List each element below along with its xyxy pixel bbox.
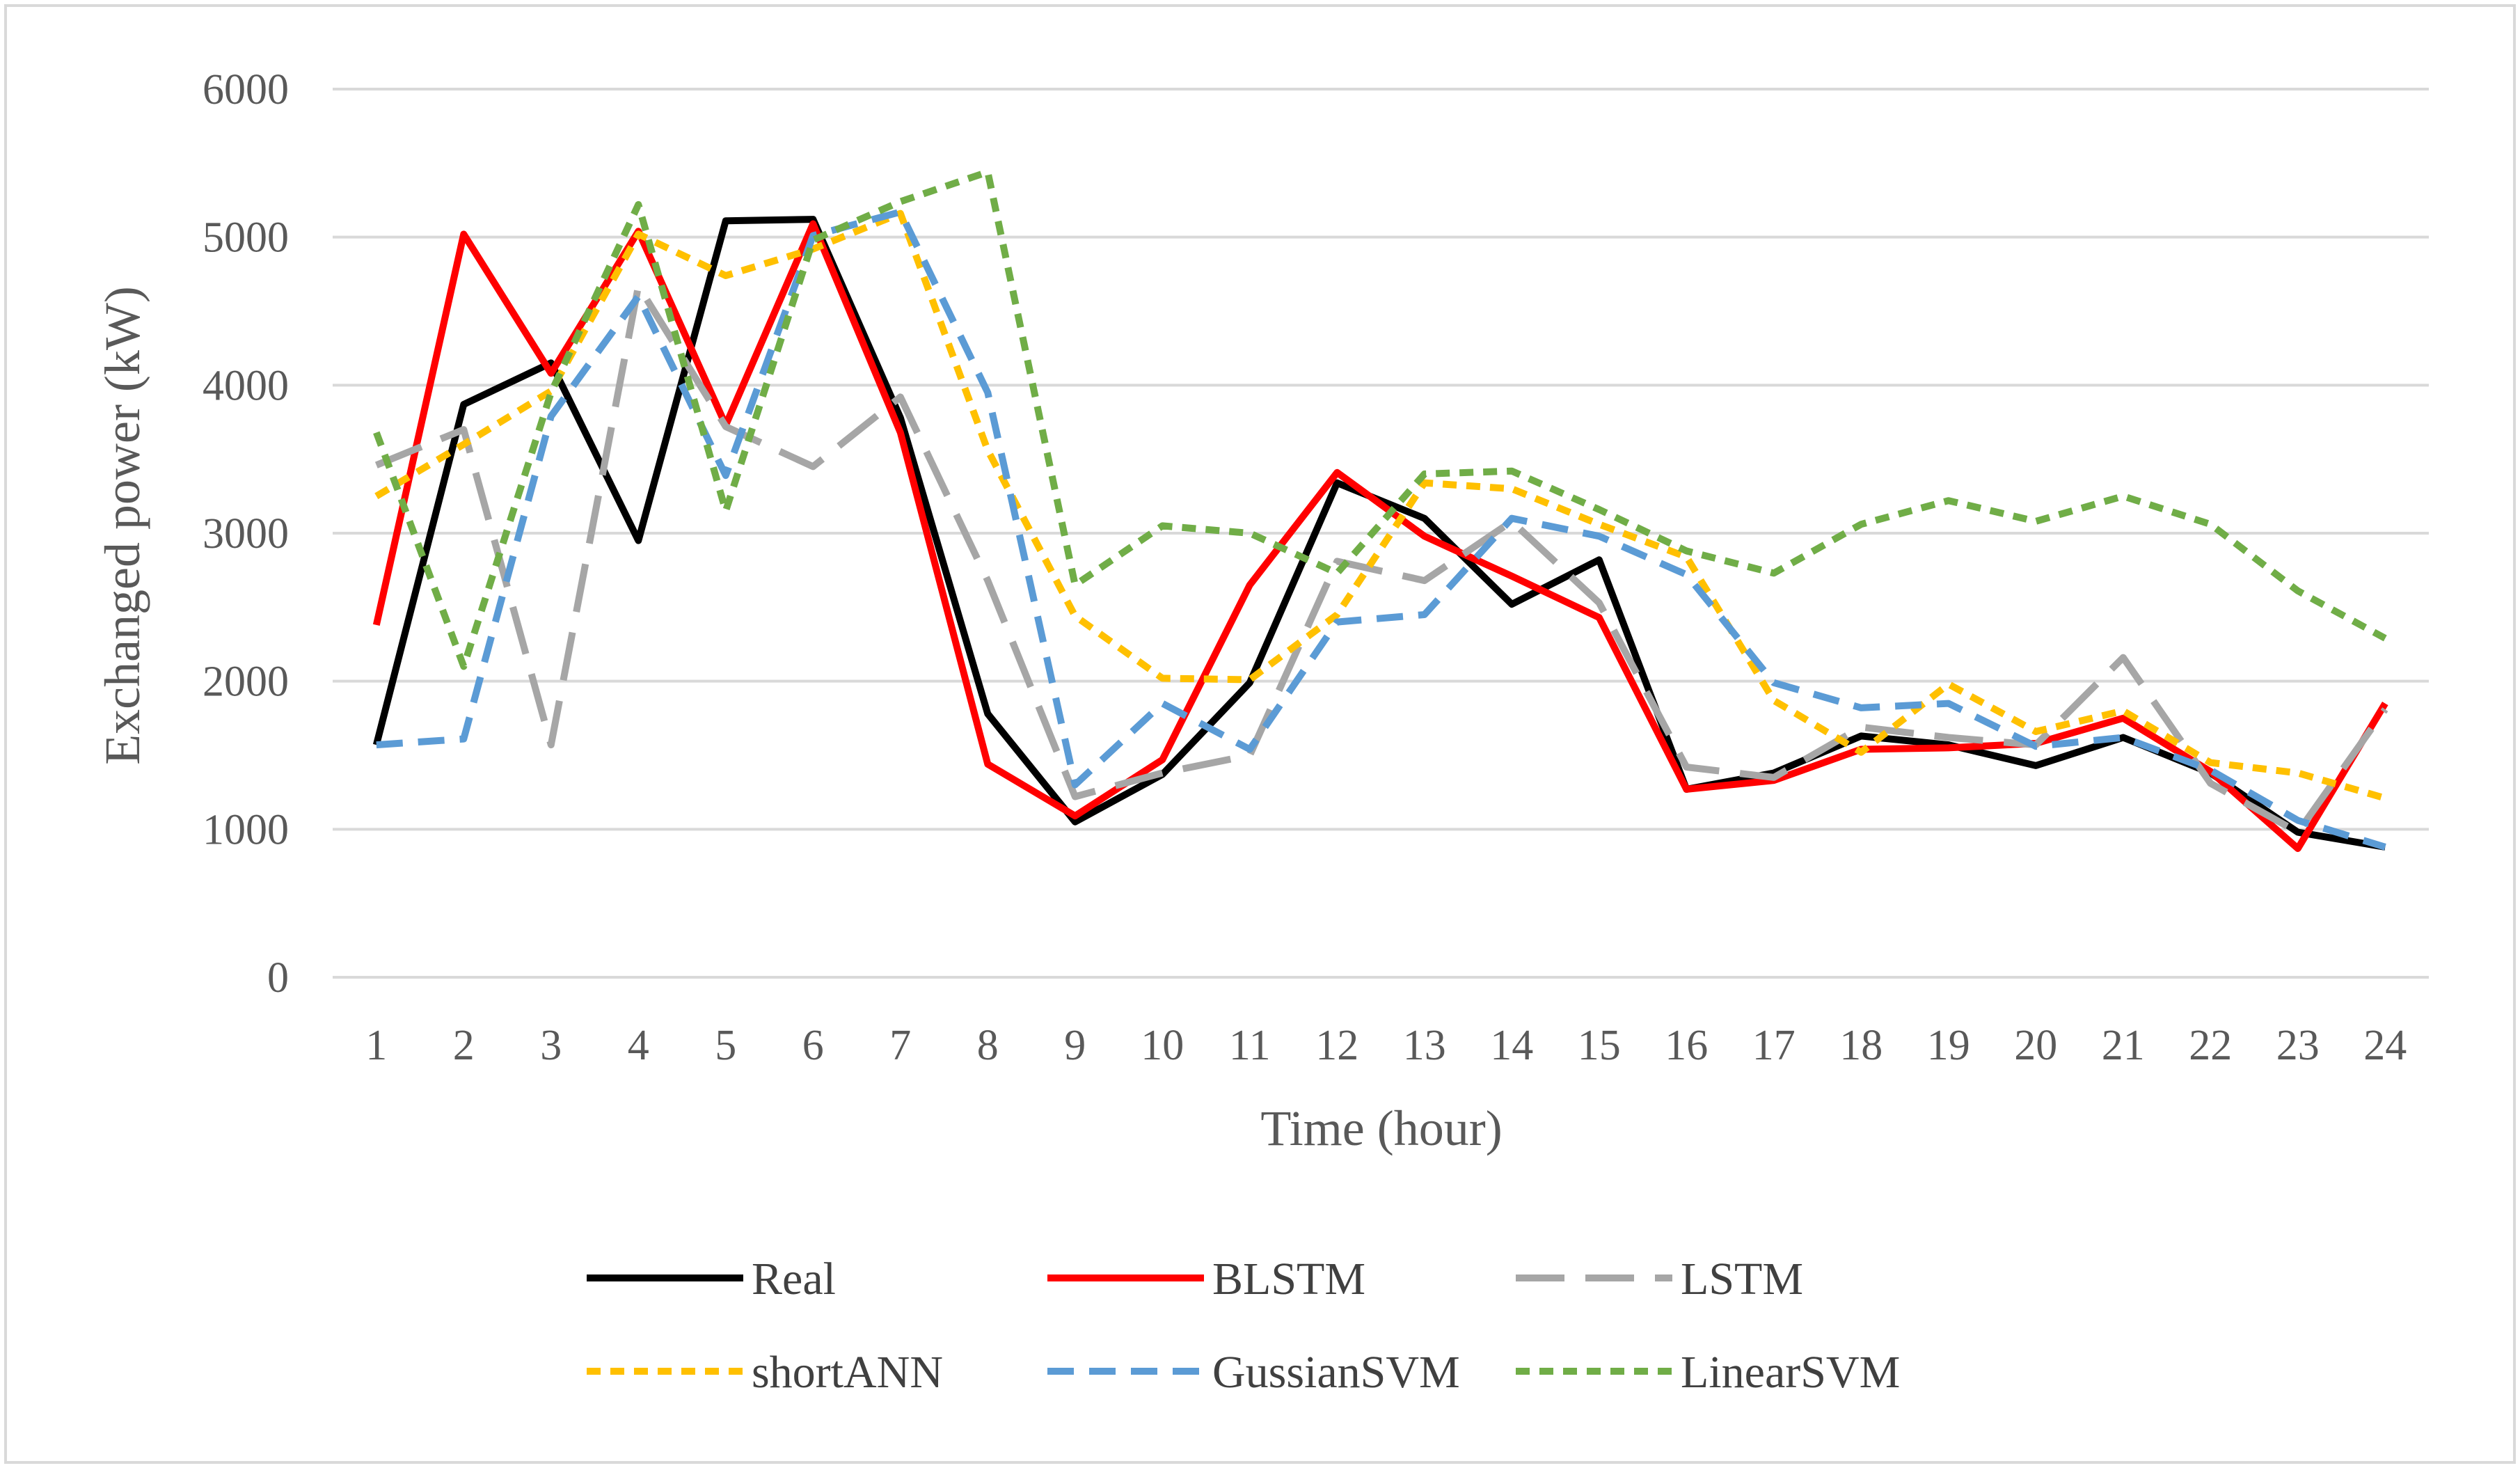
x-tick-labels: 1 2 3 4 5 6 7 8 9 10 11 12 13 14 15 16 17 18 19 20 21 22 23 24 xyxy=(365,1022,2407,1069)
legend-label-lstm: LSTM xyxy=(1681,1254,1803,1304)
x-tick-label: 8 xyxy=(977,1022,999,1069)
legend-label-blstm: BLSTM xyxy=(1212,1254,1365,1304)
x-tick-label: 10 xyxy=(1141,1022,1184,1069)
series-line-blstm xyxy=(372,220,2388,852)
x-tick-label: 18 xyxy=(1839,1022,1883,1069)
y-axis-title: Exchanged power (kW) xyxy=(95,286,150,765)
legend-label-linearsvm: LinearSVM xyxy=(1681,1347,1900,1398)
y-tick-label: 3000 xyxy=(203,510,289,558)
y-tick-label: 4000 xyxy=(203,362,289,409)
series-lines xyxy=(372,168,2388,852)
y-tick-labels: 0 1000 2000 3000 4000 5000 6000 xyxy=(203,66,289,1002)
y-tick-label: 2000 xyxy=(203,658,289,706)
x-tick-label: 21 xyxy=(2102,1022,2145,1069)
legend-label-real: Real xyxy=(752,1254,836,1304)
y-tick-label: 1000 xyxy=(203,806,289,853)
x-tick-label: 22 xyxy=(2189,1022,2232,1069)
series-line-lstm xyxy=(374,282,2388,836)
x-tick-label: 20 xyxy=(2014,1022,2057,1069)
x-tick-label: 4 xyxy=(628,1022,649,1069)
series-line-gussiansvm xyxy=(376,208,2386,851)
x-axis-title: Time (hour) xyxy=(1260,1100,1502,1156)
x-tick-label: 5 xyxy=(715,1022,736,1069)
x-tick-label: 17 xyxy=(1752,1022,1796,1069)
x-tick-label: 9 xyxy=(1064,1022,1086,1069)
legend-label-shortann: shortANN xyxy=(752,1347,943,1398)
legend-label-gussiansvm: GussianSVM xyxy=(1212,1347,1460,1398)
x-tick-label: 6 xyxy=(802,1022,824,1069)
x-tick-label: 14 xyxy=(1490,1022,1533,1069)
legend: Real BLSTM LSTM shortANN GussianSVM LinearSVM xyxy=(587,1254,1900,1398)
x-tick-label: 24 xyxy=(2363,1022,2407,1069)
x-tick-label: 11 xyxy=(1229,1022,1271,1069)
x-tick-label: 1 xyxy=(365,1022,387,1069)
y-tick-label: 6000 xyxy=(203,66,289,113)
x-tick-label: 15 xyxy=(1578,1022,1621,1069)
x-tick-label: 23 xyxy=(2276,1022,2320,1069)
x-tick-label: 3 xyxy=(540,1022,562,1069)
x-tick-label: 16 xyxy=(1665,1022,1708,1069)
x-tick-label: 2 xyxy=(453,1022,475,1069)
x-tick-label: 12 xyxy=(1315,1022,1358,1069)
y-tick-label: 0 xyxy=(267,954,289,1002)
y-tick-label: 5000 xyxy=(203,214,289,262)
x-tick-label: 7 xyxy=(889,1022,911,1069)
x-tick-label: 19 xyxy=(1927,1022,1970,1069)
x-tick-label: 13 xyxy=(1403,1022,1446,1069)
